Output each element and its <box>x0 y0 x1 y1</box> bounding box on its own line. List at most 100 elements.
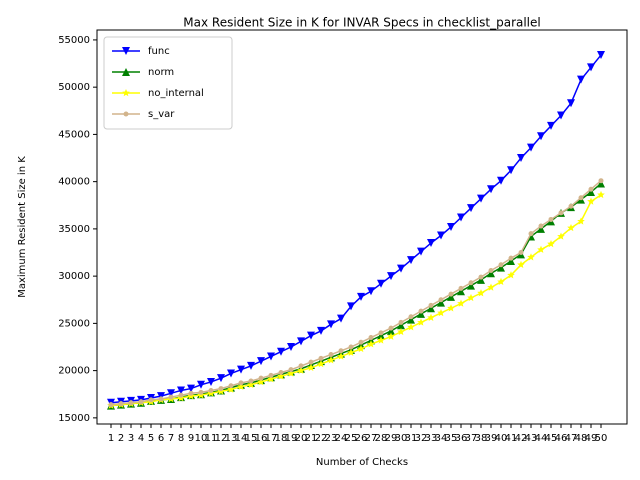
marker <box>537 245 545 253</box>
x-tick-label: 8 <box>178 433 184 444</box>
marker <box>347 348 355 356</box>
marker <box>327 320 335 329</box>
marker <box>328 352 334 358</box>
y-tick-label: 20000 <box>58 366 90 377</box>
legend-marker <box>122 68 130 76</box>
marker <box>568 203 574 209</box>
marker <box>447 304 455 312</box>
legend-marker <box>123 111 129 117</box>
marker <box>238 380 244 386</box>
marker <box>357 344 365 353</box>
x-tick-label: 14 <box>235 433 248 444</box>
series-line <box>110 180 602 406</box>
marker <box>168 394 174 400</box>
marker <box>398 319 404 325</box>
marker <box>527 253 535 261</box>
marker <box>297 366 305 374</box>
marker <box>257 357 265 366</box>
marker <box>118 401 124 407</box>
legend-box <box>103 36 233 130</box>
legend-marker <box>122 47 130 55</box>
marker <box>457 299 465 307</box>
marker <box>427 239 435 248</box>
marker <box>407 323 415 331</box>
x-tick-label: 37 <box>465 433 478 444</box>
marker <box>588 186 594 192</box>
marker <box>227 369 235 378</box>
y-tick-label: 40000 <box>58 177 90 188</box>
x-tick-label: 40 <box>495 433 508 444</box>
x-tick-label: 4 <box>138 433 144 444</box>
x-tick-label: 21 <box>305 433 318 444</box>
x-tick-label: 26 <box>355 433 368 444</box>
marker <box>587 63 595 72</box>
x-tick-label: 45 <box>545 433 558 444</box>
x-tick-label: 34 <box>435 433 448 444</box>
marker <box>427 313 435 321</box>
marker <box>198 389 204 395</box>
marker <box>597 51 605 60</box>
series-line <box>110 182 602 407</box>
marker <box>458 285 464 291</box>
marker <box>487 185 495 194</box>
x-axis-label: Number of Checks <box>316 457 408 468</box>
marker <box>307 363 315 372</box>
marker <box>478 274 484 280</box>
marker <box>517 260 525 269</box>
x-tick-label: 18 <box>275 433 288 444</box>
marker <box>548 216 554 222</box>
marker <box>257 377 265 386</box>
marker <box>187 384 195 393</box>
marker <box>547 121 555 130</box>
marker <box>407 256 415 265</box>
marker <box>567 223 575 232</box>
marker <box>507 166 515 175</box>
marker <box>178 392 184 398</box>
x-tick-label: 7 <box>168 433 174 444</box>
marker <box>518 250 524 256</box>
marker <box>347 302 355 311</box>
marker <box>318 355 324 361</box>
marker <box>467 281 475 290</box>
marker <box>267 375 275 383</box>
x-tick-label: 1 <box>108 433 114 444</box>
marker <box>487 269 495 278</box>
marker <box>148 397 154 403</box>
marker <box>368 335 374 341</box>
marker <box>228 383 234 389</box>
series-line <box>110 194 602 407</box>
marker <box>547 240 555 248</box>
marker <box>138 399 144 405</box>
marker <box>397 321 405 330</box>
marker <box>577 217 585 225</box>
marker <box>437 231 445 240</box>
legend-marker <box>122 89 130 97</box>
marker <box>397 327 405 336</box>
x-tick-label: 43 <box>525 433 538 444</box>
marker <box>338 348 344 354</box>
marker <box>387 326 395 335</box>
marker <box>497 277 505 286</box>
marker <box>597 190 605 199</box>
marker <box>348 344 354 350</box>
x-tick-label: 50 <box>595 433 608 444</box>
marker <box>457 287 465 296</box>
marker <box>358 339 364 345</box>
x-tick-label: 38 <box>475 433 488 444</box>
marker <box>268 372 274 378</box>
x-tick-label: 10 <box>195 433 208 444</box>
y-tick-label: 35000 <box>58 224 90 235</box>
y-tick-label: 50000 <box>58 82 90 93</box>
marker <box>367 287 375 296</box>
x-tick-label: 30 <box>395 433 408 444</box>
marker <box>508 255 514 261</box>
marker <box>288 367 294 373</box>
marker <box>517 154 525 163</box>
marker <box>367 340 375 348</box>
y-tick-label: 55000 <box>58 35 90 46</box>
marker <box>467 293 475 302</box>
y-axis-label: Maximum Resident Size in K <box>17 156 28 298</box>
marker <box>407 315 415 324</box>
marker <box>388 325 394 331</box>
marker <box>457 213 465 222</box>
